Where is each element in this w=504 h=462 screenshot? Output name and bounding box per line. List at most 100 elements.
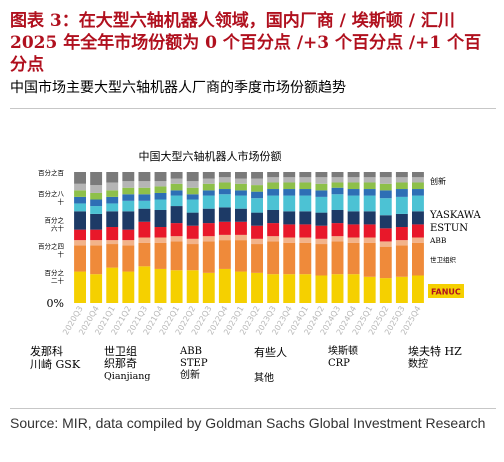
- bar-segment: [138, 187, 151, 195]
- bar-segment: [347, 177, 360, 183]
- bar-segment: [283, 182, 296, 190]
- bar-segment: [218, 182, 231, 190]
- bar-segment: [90, 192, 103, 200]
- bar-segment: [74, 172, 86, 184]
- bar-segment: [363, 242, 376, 277]
- bar-segment: [170, 190, 183, 196]
- bottom-legend-label: STEP: [180, 358, 208, 369]
- bar-segment: [315, 212, 328, 226]
- bar-segment: [235, 208, 247, 222]
- bar-segment: [90, 172, 103, 186]
- bar-segment: [379, 190, 392, 199]
- bar-segment: [154, 237, 167, 243]
- bar-segment: [251, 272, 263, 303]
- bar-segment: [122, 194, 135, 201]
- bar-segment: [251, 198, 263, 213]
- bar-segment: [106, 172, 119, 183]
- bar-segment: [154, 268, 167, 303]
- bar-segment: [412, 195, 424, 212]
- bar-segment: [122, 172, 135, 182]
- bar-segment: [412, 177, 424, 183]
- bar-segment: [106, 244, 119, 268]
- bar-segment: [138, 237, 151, 243]
- bar-segment: [267, 177, 280, 183]
- bar-segment: [235, 195, 247, 209]
- bar-segment: [331, 274, 344, 303]
- bar-segment: [202, 195, 215, 209]
- bar-segment: [299, 195, 312, 212]
- bottom-divider: [10, 408, 496, 409]
- figure-title: 图表 3：在大型六轴机器人领域，国内厂商 / 埃斯顿 / 汇川 2025 年全年…: [10, 11, 482, 75]
- bar-segment: [106, 227, 119, 241]
- bar-segment: [267, 209, 280, 224]
- bar-segment: [90, 240, 103, 246]
- bar-segment: [186, 181, 199, 188]
- bottom-legend-label: 埃夫特 HZ: [408, 344, 462, 358]
- bar-segment: [379, 172, 392, 178]
- bar-segment: [283, 177, 296, 183]
- bar-segment: [315, 172, 328, 178]
- bar-segment: [235, 240, 247, 272]
- bar-segment: [202, 272, 215, 303]
- bar-segment: [283, 195, 296, 212]
- bar-segment: [170, 195, 183, 207]
- bar-segment: [122, 271, 135, 303]
- bar-segment: [202, 236, 215, 242]
- bar-segment: [379, 177, 392, 184]
- bar-segment: [283, 237, 296, 243]
- bar-segment: [122, 187, 135, 195]
- bar-segment: [122, 229, 135, 241]
- bar-segment: [90, 213, 103, 230]
- top-divider: [10, 108, 496, 109]
- bottom-legend-label: 发那科: [30, 344, 63, 358]
- y-tick-label: 0%: [47, 297, 64, 310]
- bar-segment: [170, 241, 183, 271]
- bar-segment: [235, 178, 247, 184]
- bar-segment: [412, 275, 424, 303]
- right-legend-label: YASKAWA: [429, 210, 482, 221]
- bar-segment: [170, 178, 183, 184]
- bar-segment: [299, 177, 312, 183]
- bar-segment: [218, 207, 231, 222]
- bar-segment: [90, 185, 103, 193]
- bar-segment: [186, 199, 199, 213]
- bar-segment: [363, 182, 376, 190]
- bar-segment: [363, 276, 376, 303]
- bar-segment: [138, 181, 151, 188]
- bar-segment: [395, 177, 408, 183]
- bar-segment: [283, 189, 296, 196]
- y-tick-label: 百分之六十: [45, 215, 65, 232]
- bar-segment: [154, 199, 167, 210]
- bar-segment: [283, 172, 296, 178]
- bar-segment: [315, 225, 328, 239]
- bottom-legend-label: Qianjiang: [104, 371, 150, 382]
- bar-segment: [315, 183, 328, 191]
- y-tick-label: 百分之百: [38, 168, 65, 177]
- bar-segment: [106, 196, 119, 204]
- bar-segment: [74, 271, 86, 303]
- bar-segment: [202, 172, 215, 179]
- bar-segment: [170, 183, 183, 191]
- bar-segment: [122, 200, 135, 212]
- bar-segment: [347, 172, 360, 178]
- right-legend-label: 创新: [430, 176, 446, 186]
- bar-segment: [235, 234, 247, 241]
- bar-segment: [74, 245, 86, 272]
- bar-segment: [379, 215, 392, 229]
- bar-segment: [347, 224, 360, 238]
- bar-segment: [235, 221, 247, 235]
- bars-group: [74, 172, 424, 303]
- bar-segment: [106, 182, 119, 191]
- bar-segment: [283, 274, 296, 303]
- bar-segment: [283, 224, 296, 238]
- bar-segment: [74, 196, 86, 204]
- bar-segment: [379, 246, 392, 279]
- bar-segment: [251, 238, 263, 245]
- bar-segment: [186, 194, 199, 200]
- bar-segment: [331, 223, 344, 237]
- bar-segment: [202, 178, 215, 184]
- bar-segment: [363, 195, 376, 212]
- bar-segment: [347, 211, 360, 225]
- bar-segment: [395, 245, 408, 277]
